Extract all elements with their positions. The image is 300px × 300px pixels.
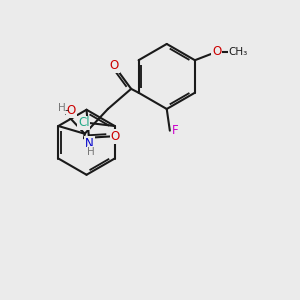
Text: O: O [212, 45, 221, 58]
Text: H: H [58, 103, 66, 113]
Text: H: H [87, 147, 95, 157]
Text: -: - [65, 105, 69, 115]
Text: O: O [110, 59, 119, 72]
Text: O: O [67, 104, 76, 117]
Text: CH₃: CH₃ [229, 47, 248, 57]
Text: N: N [85, 137, 94, 150]
Text: O: O [110, 130, 120, 143]
Text: Cl: Cl [78, 116, 89, 129]
Text: F: F [172, 124, 179, 136]
